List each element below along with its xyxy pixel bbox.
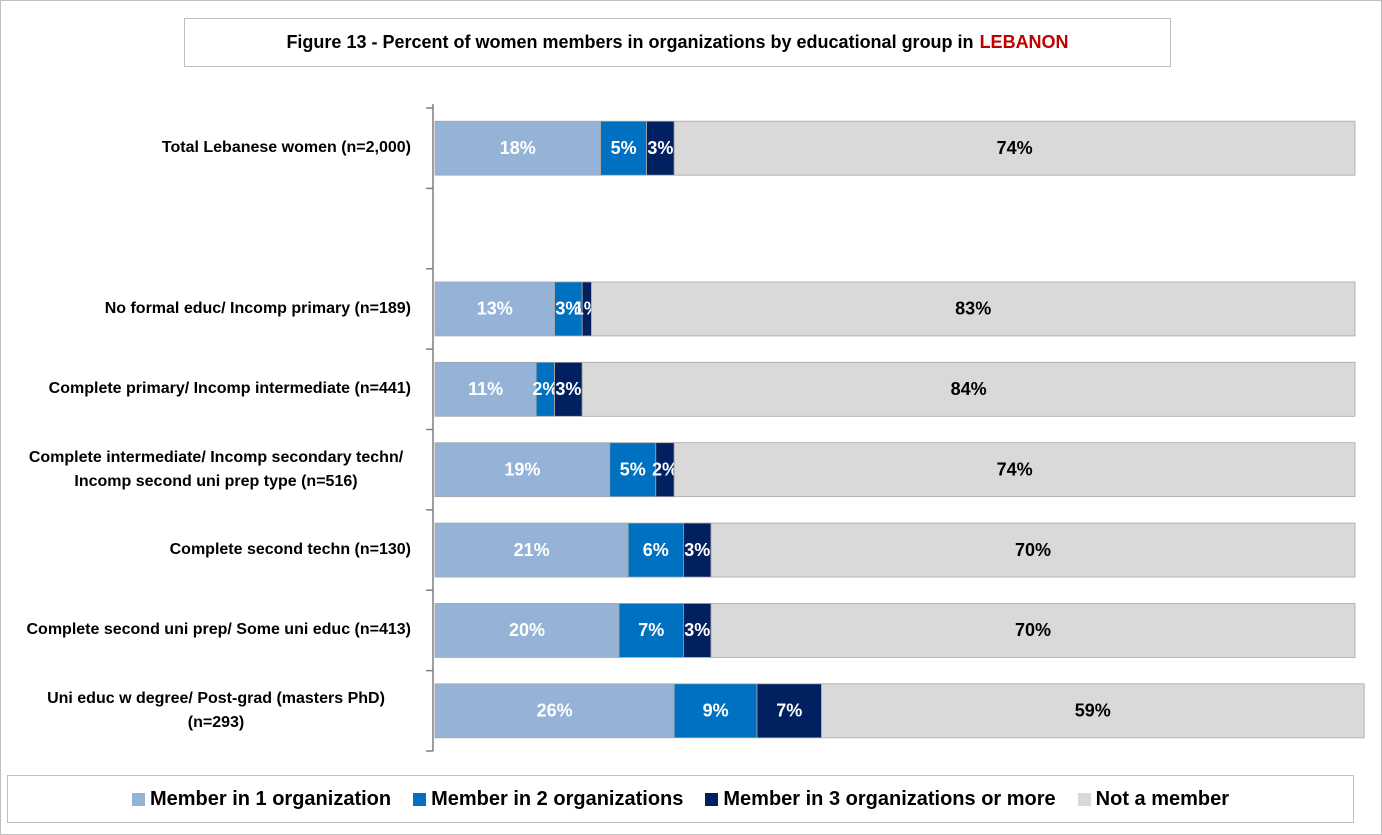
legend-swatch <box>131 792 145 806</box>
data-label: 2% <box>652 459 678 479</box>
data-label: 26% <box>537 701 573 721</box>
data-label: 5% <box>620 459 646 479</box>
data-label: 70% <box>1015 540 1051 560</box>
data-label: 20% <box>509 620 545 640</box>
data-label: 3% <box>555 379 581 399</box>
bar-segment <box>673 442 1356 498</box>
legend-label: Member in 3 organizations or more <box>723 787 1056 810</box>
bar-segment <box>434 603 620 658</box>
bar-segment <box>683 603 712 658</box>
chart-title: Figure 13 - Percent of women members in … <box>286 32 974 52</box>
y-tick-label-text: Complete second uni prep/ Some uni educ … <box>26 621 411 639</box>
legend-label: Member in 2 organizations <box>431 787 684 810</box>
bar-segment <box>434 281 555 337</box>
y-tick-label: Complete second techn (n=130) <box>21 538 411 562</box>
data-label: 7% <box>776 701 802 721</box>
bar-segment <box>627 522 684 578</box>
data-label: 2% <box>532 379 558 399</box>
bar-segment <box>600 120 647 176</box>
bar-segment <box>581 361 1356 417</box>
data-label: 3% <box>684 620 710 640</box>
y-tick-label: Complete primary/ Incomp intermediate (n… <box>21 377 411 401</box>
y-tick-label: Complete intermediate/ Incomp secondary … <box>21 446 411 494</box>
data-label: 21% <box>514 540 550 560</box>
y-tick-label-text: Complete primary/ Incomp intermediate (n… <box>48 380 411 398</box>
y-tick-label: No formal educ/ Incomp primary (n=189) <box>21 297 411 321</box>
bar-segment <box>554 361 583 417</box>
data-label: 9% <box>703 701 729 721</box>
bar-segment <box>434 683 675 739</box>
bar-segment <box>710 522 1356 578</box>
y-tick-label-text: Complete second techn (n=130) <box>169 541 411 559</box>
bar-segment <box>434 522 629 578</box>
bar-segment <box>554 281 583 337</box>
y-tick-label: Total Lebanese women (n=2,000) <box>21 136 411 160</box>
data-label: 19% <box>504 459 540 479</box>
bar-segment <box>591 281 1356 337</box>
data-label: 59% <box>1075 701 1111 721</box>
bar-segment <box>821 683 1365 739</box>
bar-segment <box>618 603 684 658</box>
bar-segment <box>756 683 822 739</box>
bar-segment <box>673 120 1356 176</box>
y-tick-label-text: No formal educ/ Incomp primary (n=189) <box>104 299 411 317</box>
data-label: 13% <box>477 299 513 319</box>
y-tick-label: Complete second uni prep/ Some uni educ … <box>21 618 411 642</box>
legend-swatch <box>413 792 427 806</box>
data-label: 74% <box>997 459 1033 479</box>
chart-title-box: Figure 13 - Percent of women members in … <box>184 18 1171 67</box>
data-label: 83% <box>955 299 991 319</box>
legend-swatch <box>1077 792 1091 806</box>
legend-item: Member in 2 organizations <box>413 788 683 811</box>
legend-item: Member in 3 organizations or more <box>705 787 1056 811</box>
legend-label: Not a member <box>1095 787 1230 810</box>
data-label: 84% <box>951 379 987 399</box>
bar-segment <box>609 442 657 498</box>
bar-segment <box>434 442 611 498</box>
y-tick-label-text: Total Lebanese women (n=2,000) <box>161 139 411 157</box>
bar-segment <box>710 603 1356 658</box>
bar-segment <box>434 120 602 176</box>
data-label: 74% <box>997 138 1033 158</box>
y-tick-label: Uni educ w degree/ Post-grad (masters Ph… <box>21 687 411 735</box>
legend-label: Member in 1 organization <box>149 787 392 810</box>
data-label: 3% <box>647 138 673 158</box>
legend-item: Member in 1 organization <box>131 787 392 811</box>
y-tick-label-text: Uni educ w degree/ Post-grad (masters Ph… <box>47 689 385 731</box>
legend: Member in 1 organization Member in 2 orga… <box>7 775 1354 823</box>
data-label: 70% <box>1015 620 1051 640</box>
bar-segment <box>673 683 758 739</box>
data-label: 5% <box>611 138 637 158</box>
legend-item: Not a member <box>1077 787 1230 811</box>
data-label: 3% <box>555 299 581 319</box>
data-label: 3% <box>684 540 710 560</box>
data-label: 11% <box>468 379 503 399</box>
data-label: 7% <box>638 620 664 640</box>
y-tick-label-text: Complete intermediate/ Incomp secondary … <box>28 448 404 490</box>
legend-swatch <box>705 792 719 806</box>
data-label: 6% <box>643 540 669 560</box>
data-label: 18% <box>500 138 536 158</box>
bar-segment <box>434 361 537 417</box>
chart-title-highlight: LEBANON <box>979 32 1069 52</box>
bar-segment <box>683 522 712 578</box>
